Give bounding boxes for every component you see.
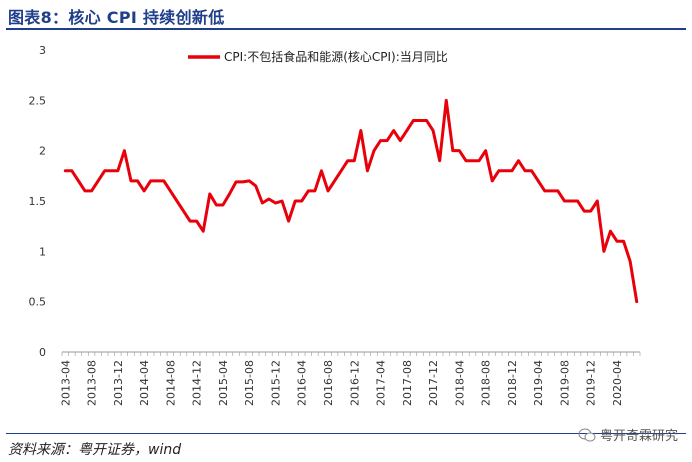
wechat-icon (578, 428, 596, 441)
x-tick-label: 2019-08 (558, 360, 571, 406)
x-tick-label: 2015-08 (243, 360, 256, 406)
watermark-text: 粤开奇霖研究 (599, 429, 678, 444)
line-chart: CPI:不包括食品和能源(核心CPI):当月同比 0 0.5 1 1.5 2 2.5 3 2… (29, 44, 641, 406)
y-tick-label: 3 (39, 44, 46, 57)
x-tick-label: 2019-04 (532, 360, 545, 406)
x-tick-label: 2014-12 (191, 360, 204, 406)
x-tick-label: 2017-08 (401, 360, 414, 406)
x-tick-label: 2017-12 (427, 360, 440, 406)
x-tick-label: 2020-04 (611, 360, 624, 406)
y-tick-label: 2.5 (29, 94, 47, 107)
chart-title: 图表8：核心 CPI 持续创新低 (8, 8, 225, 27)
legend: CPI:不包括食品和能源(核心CPI):当月同比 (188, 49, 448, 64)
x-tick-label: 2018-12 (506, 360, 519, 406)
source-divider (6, 433, 686, 434)
x-tick-label: 2015-12 (269, 360, 282, 406)
series-line (63, 98, 639, 304)
x-tick-label: 2016-08 (322, 360, 335, 406)
x-tick-label: 2016-04 (296, 360, 309, 406)
legend-label: CPI:不包括食品和能源(核心CPI):当月同比 (224, 49, 448, 64)
title-divider (6, 28, 686, 30)
y-axis: 0 0.5 1 1.5 2 2.5 3 (29, 44, 47, 359)
x-axis: 2013-04 2013-08 2013-12 2014-04 2014-08 2014-… (59, 351, 641, 406)
y-tick-label: 1 (39, 245, 46, 258)
x-tick-label: 2014-08 (164, 360, 177, 406)
x-tick-label: 2013-08 (86, 360, 99, 406)
x-tick-label: 2016-12 (348, 360, 361, 406)
x-tick-label: 2013-12 (112, 360, 125, 406)
y-tick-label: 0 (39, 346, 46, 359)
y-tick-label: 1.5 (29, 195, 47, 208)
x-tick-label: 2018-04 (453, 360, 466, 406)
x-tick-label: 2018-08 (480, 360, 493, 406)
x-tick-label: 2013-04 (59, 360, 72, 406)
x-tick-label: 2019-12 (585, 360, 598, 406)
x-tick-label: 2015-04 (217, 360, 230, 406)
watermark: 粤开奇霖研究 (578, 425, 678, 444)
series-layer (63, 98, 639, 304)
y-tick-label: 2 (39, 145, 46, 158)
source-note: 资料来源：粤开证券，wind (8, 442, 182, 458)
x-tick-label: 2017-04 (375, 360, 388, 406)
y-tick-label: 0.5 (29, 296, 47, 309)
x-tick-label: 2014-04 (138, 360, 151, 406)
